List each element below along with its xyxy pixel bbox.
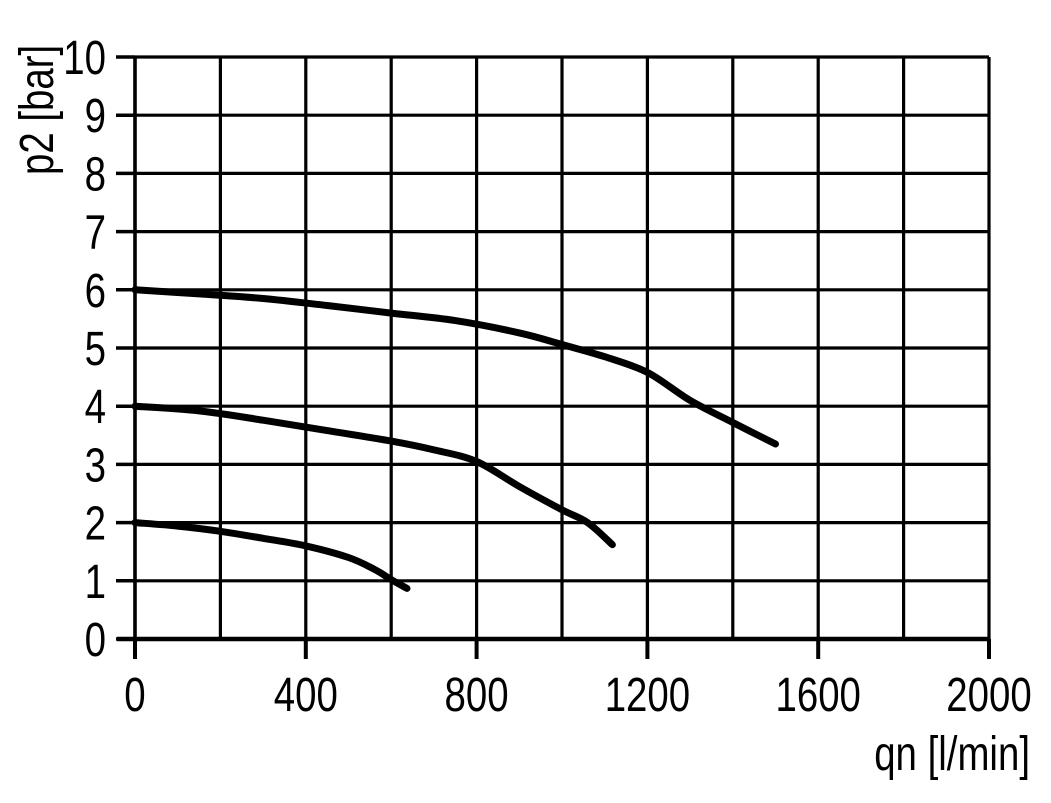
y-tick-label: 3 xyxy=(85,439,106,492)
x-axis-title: qn [l/min] xyxy=(874,728,1030,781)
x-tick-label: 1200 xyxy=(605,669,690,722)
y-tick-label: 7 xyxy=(85,207,106,260)
x-tick-label: 0 xyxy=(124,669,145,722)
y-axis-title: p2 [bar] xyxy=(11,45,64,175)
y-tick-label: 9 xyxy=(85,90,106,143)
curve-inlet-pressure-4-bar xyxy=(131,402,616,549)
y-tick-label: 10 xyxy=(63,32,106,85)
x-tick-label: 2000 xyxy=(946,669,1031,722)
x-tick-label: 400 xyxy=(274,669,338,722)
x-tick-label: 1600 xyxy=(776,669,861,722)
curve-inlet-pressure-2-bar xyxy=(131,519,411,592)
y-tick-label: 2 xyxy=(85,498,106,551)
y-tick-label: 5 xyxy=(85,323,106,376)
x-tick-label: 800 xyxy=(445,669,509,722)
y-tick-label: 0 xyxy=(85,614,106,667)
flow-curves xyxy=(131,286,779,592)
curve-inlet-pressure-6-bar xyxy=(131,286,779,448)
y-tick-label: 6 xyxy=(85,265,106,318)
y-tick-label: 8 xyxy=(85,148,106,201)
y-tick-label: 4 xyxy=(85,381,106,434)
y-tick-label: 1 xyxy=(85,556,106,609)
